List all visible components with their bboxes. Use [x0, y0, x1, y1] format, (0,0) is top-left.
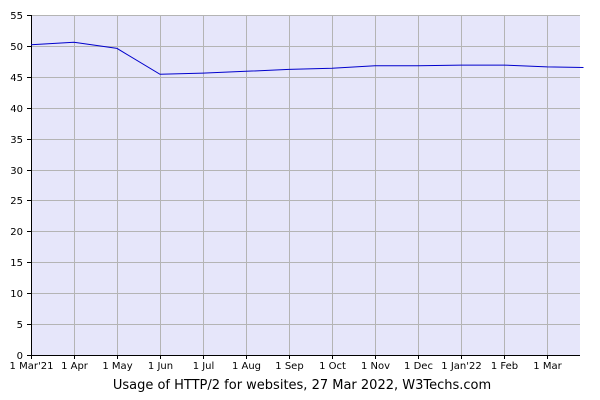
y-tick-label: 10 — [10, 289, 23, 300]
x-tick-label: 1 Mar'21 — [10, 361, 54, 372]
x-tick-label: 1 Jan'22 — [441, 361, 481, 372]
series-line-http2 — [30, 41, 584, 75]
x-tick-label: 1 Apr — [61, 361, 89, 372]
y-tick-label: 0 — [17, 351, 23, 362]
x-tick-label: 1 Dec — [404, 361, 433, 372]
x-tick-label: 1 Jul — [193, 361, 215, 372]
y-tick-label: 5 — [17, 320, 23, 331]
plot-area — [31, 15, 580, 355]
y-tick-label: 15 — [10, 258, 23, 269]
series-layer — [30, 41, 584, 75]
y-tick-label: 25 — [10, 196, 23, 207]
x-tick-label: 1 May — [102, 361, 132, 372]
x-tick-label: 1 Nov — [361, 361, 390, 372]
x-tick-labels: 1 Mar'21 1 Apr 1 May 1 Jun 1 Jul 1 Aug 1 Sep 1 … — [10, 361, 563, 372]
y-tick-label: 55 — [10, 11, 23, 22]
y-tick-labels: 0 5 10 15 20 25 30 35 40 45 50 55 — [10, 11, 23, 362]
y-tick-label: 50 — [10, 42, 23, 53]
chart-title: Usage of HTTP/2 for websites, 27 Mar 202… — [113, 378, 491, 393]
vertical-gridlines — [74, 15, 548, 355]
x-tick-label: 1 Feb — [491, 361, 518, 372]
x-tick-label: 1 Jun — [148, 361, 173, 372]
y-tick-label: 40 — [10, 104, 23, 115]
horizontal-gridlines — [31, 15, 580, 325]
x-tick-label: 1 Mar — [533, 361, 562, 372]
y-tick-label: 45 — [10, 73, 23, 84]
x-axis-ticks — [31, 355, 548, 359]
y-tick-label: 20 — [10, 227, 23, 238]
x-tick-label: 1 Oct — [319, 361, 346, 372]
x-tick-label: 1 Aug — [232, 361, 261, 372]
x-tick-label: 1 Sep — [275, 361, 303, 372]
y-axis-ticks — [27, 15, 31, 356]
y-tick-label: 30 — [10, 166, 23, 177]
y-tick-label: 35 — [10, 135, 23, 146]
